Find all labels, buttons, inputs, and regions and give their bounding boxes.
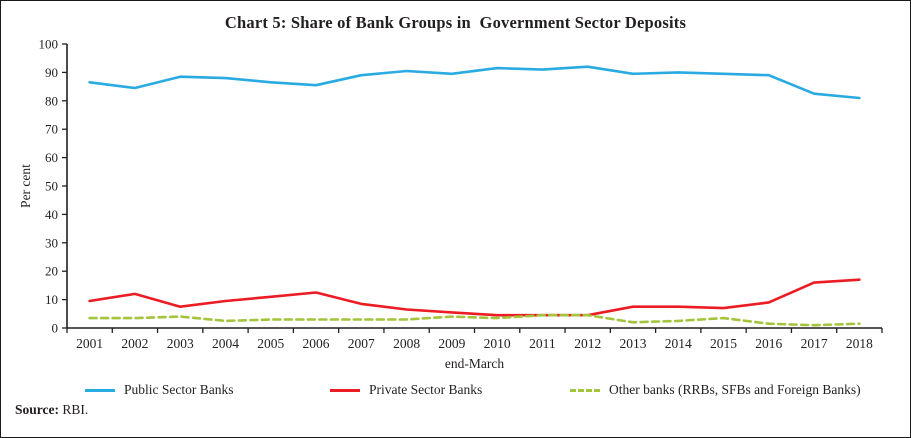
series-line-2: [88, 313, 861, 327]
legend-item-public-sector-banks: Public Sector Banks: [85, 382, 234, 398]
legend-line-marker-other: [570, 388, 600, 392]
chart-title: Chart 5: Share of Bank Groups in Governm…: [224, 13, 687, 32]
x-tick-label: 2008: [393, 336, 420, 351]
x-tick-label: 2009: [438, 336, 465, 351]
legend-item-private-sector-banks: Private Sector Banks: [330, 382, 482, 398]
legend-label: Private Sector Banks: [369, 382, 483, 397]
y-tick-label: 20: [45, 264, 58, 279]
y-tick-label: 50: [45, 179, 58, 194]
y-tick-label: 90: [45, 65, 58, 80]
y-tick-label: 60: [45, 150, 58, 165]
legend-label: Public Sector Banks: [124, 382, 234, 397]
y-tick-label: 10: [45, 292, 58, 307]
legend-item-other-banks: Other banks (RRBs, SFBs and Foreign Bank…: [570, 382, 861, 398]
series-line-1: [88, 278, 861, 317]
y-tick-label: 100: [39, 37, 59, 52]
source-note: Source: RBI.: [15, 402, 88, 418]
legend-line-marker-public: [85, 388, 115, 392]
x-tick-label: 2002: [121, 336, 148, 351]
x-tick-label: 2007: [348, 336, 375, 351]
x-tick-label: 2013: [619, 336, 646, 351]
source-text: RBI.: [59, 402, 89, 417]
y-tick-label: 40: [45, 207, 58, 222]
y-tick-label: 80: [45, 93, 58, 108]
y-tick-label: 70: [45, 122, 58, 137]
y-axis-title: Per cent: [18, 164, 33, 208]
x-tick-label: 2004: [212, 336, 239, 351]
x-tick-label: 2016: [755, 336, 782, 351]
x-tick-label: 2015: [710, 336, 737, 351]
legend-line-marker-private: [330, 388, 360, 392]
chart-legend: Public Sector Banks Private Sector Banks…: [1, 382, 910, 402]
x-axis-title: end-March: [445, 356, 504, 371]
y-tick-label: 0: [52, 321, 59, 336]
series-line-0: [88, 65, 861, 100]
x-tick-label: 2012: [574, 336, 601, 351]
x-tick-label: 2017: [801, 336, 828, 351]
y-tick-label: 30: [45, 235, 58, 250]
x-tick-label: 2006: [303, 336, 330, 351]
x-tick-label: 2011: [529, 336, 556, 351]
source-label: Source:: [15, 402, 59, 417]
x-tick-label: 2005: [257, 336, 284, 351]
x-tick-label: 2001: [76, 336, 103, 351]
x-tick-label: 2010: [484, 336, 511, 351]
x-tick-label: 2018: [846, 336, 873, 351]
x-tick-label: 2003: [167, 336, 194, 351]
x-tick-label: 2014: [665, 336, 692, 351]
legend-label: Other banks (RRBs, SFBs and Foreign Bank…: [609, 382, 861, 397]
